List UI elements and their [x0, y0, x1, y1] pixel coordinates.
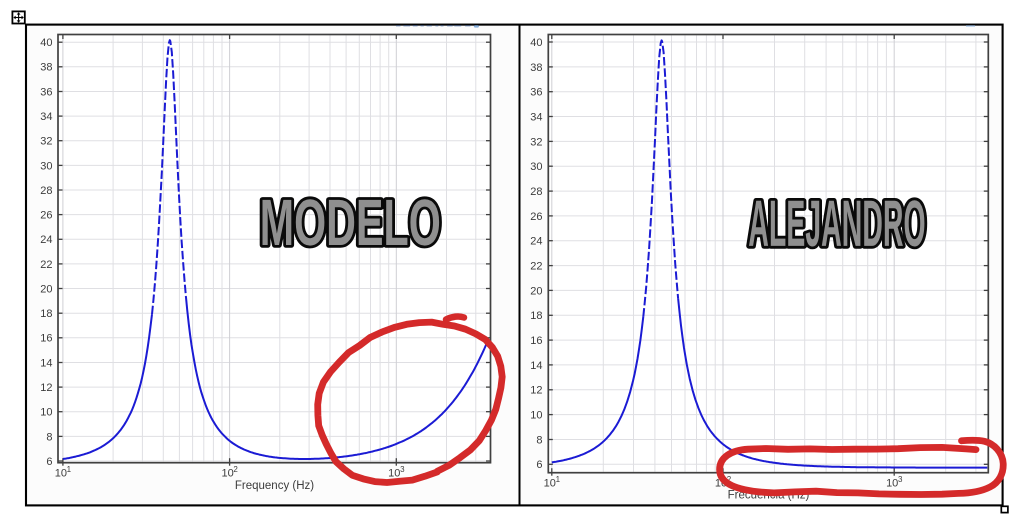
- svg-text:1: 1: [556, 475, 561, 484]
- svg-text:26: 26: [40, 210, 52, 222]
- svg-text:10: 10: [544, 477, 556, 489]
- svg-text:16: 16: [530, 335, 542, 347]
- svg-text:40: 40: [530, 37, 542, 49]
- svg-text:3: 3: [400, 465, 405, 474]
- svg-text:10: 10: [388, 467, 400, 479]
- svg-text:3: 3: [898, 475, 903, 484]
- svg-text:20: 20: [40, 283, 52, 295]
- svg-text:32: 32: [530, 136, 542, 148]
- svg-text:Frequency (Hz): Frequency (Hz): [235, 480, 314, 492]
- svg-text:30: 30: [40, 160, 52, 172]
- svg-text:36: 36: [40, 86, 52, 98]
- svg-text:2: 2: [233, 465, 238, 474]
- svg-text:20: 20: [530, 285, 542, 297]
- svg-text:40: 40: [40, 37, 52, 49]
- svg-text:1: 1: [67, 465, 72, 474]
- svg-text:24: 24: [40, 234, 52, 246]
- svg-text:10: 10: [530, 410, 542, 422]
- svg-text:28: 28: [40, 185, 52, 197]
- svg-text:10: 10: [221, 467, 233, 479]
- svg-text:2: 2: [727, 475, 732, 484]
- svg-text:34: 34: [530, 111, 542, 123]
- svg-text:28: 28: [530, 186, 542, 198]
- svg-text:38: 38: [530, 62, 542, 74]
- svg-text:16: 16: [40, 333, 52, 345]
- svg-text:26: 26: [530, 211, 542, 223]
- svg-text:30: 30: [530, 161, 542, 173]
- svg-text:18: 18: [530, 310, 542, 322]
- svg-text:10: 10: [886, 477, 898, 489]
- svg-text:14: 14: [530, 360, 542, 372]
- svg-text:32: 32: [40, 136, 52, 148]
- svg-text:18: 18: [40, 308, 52, 320]
- svg-text:34: 34: [40, 111, 52, 123]
- svg-text:6: 6: [46, 456, 52, 468]
- svg-text:6: 6: [536, 459, 542, 471]
- svg-text:14: 14: [40, 357, 52, 369]
- svg-text:38: 38: [40, 62, 52, 74]
- svg-text:12: 12: [40, 382, 52, 394]
- svg-text:22: 22: [530, 261, 542, 273]
- svg-text:8: 8: [46, 431, 52, 443]
- svg-text:8: 8: [536, 434, 542, 446]
- svg-text:10: 10: [55, 467, 67, 479]
- svg-text:10: 10: [40, 407, 52, 419]
- svg-text:36: 36: [530, 87, 542, 99]
- svg-text:24: 24: [530, 236, 542, 248]
- svg-text:22: 22: [40, 259, 52, 271]
- svg-text:12: 12: [530, 385, 542, 397]
